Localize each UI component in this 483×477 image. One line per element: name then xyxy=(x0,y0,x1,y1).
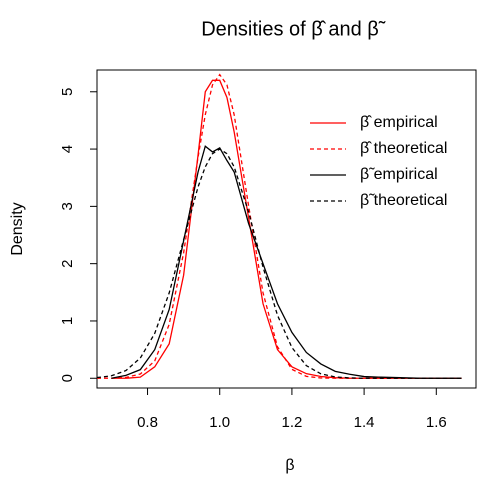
x-tick-label: 1.2 xyxy=(281,414,302,431)
series-line xyxy=(111,145,462,379)
series-line xyxy=(96,148,462,379)
plot-box xyxy=(96,69,477,389)
legend-label: β̃ theoretical xyxy=(360,192,447,209)
y-axis-label: Density xyxy=(9,202,26,255)
y-tick-label: 4 xyxy=(59,145,76,153)
x-axis-label: β xyxy=(285,457,294,474)
x-tick-label: 1.4 xyxy=(354,414,375,431)
x-tick-label: 0.8 xyxy=(137,414,158,431)
y-tick-label: 0 xyxy=(59,374,76,382)
y-tick-label: 3 xyxy=(59,202,76,210)
x-tick-label: 1.6 xyxy=(426,414,447,431)
legend-label: β̂ theoretical xyxy=(360,140,447,157)
y-tick-label: 5 xyxy=(59,88,76,96)
x-tick-label: 1.0 xyxy=(209,414,230,431)
y-tick-label: 2 xyxy=(59,259,76,267)
legend-label: β̂ empirical xyxy=(360,114,438,131)
legend-label: β̃ empirical xyxy=(360,166,438,183)
y-tick-label: 1 xyxy=(59,317,76,325)
chart-title: Densities of β̂ and β̃ xyxy=(201,18,386,40)
